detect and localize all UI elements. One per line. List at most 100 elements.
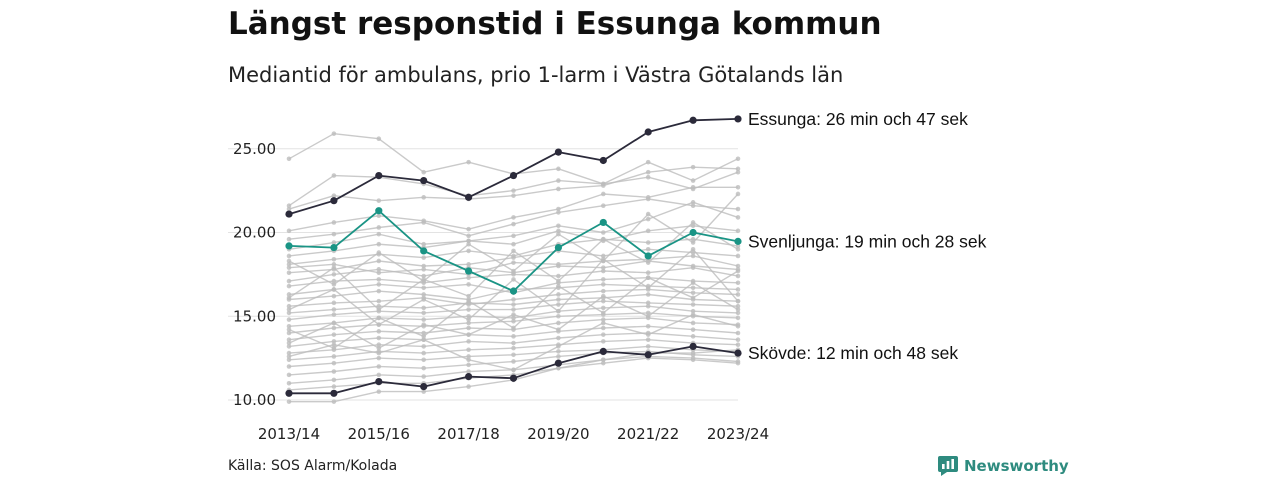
data-point bbox=[466, 313, 471, 319]
x-tick-label: 2013/14 bbox=[258, 425, 320, 443]
data-point bbox=[466, 357, 471, 363]
data-point bbox=[690, 280, 696, 286]
series-label-sk-vde: Skövde: 12 min och 48 sek bbox=[748, 343, 958, 363]
data-point bbox=[376, 307, 382, 312]
data-point bbox=[466, 226, 471, 232]
data-point bbox=[601, 317, 606, 322]
data-point bbox=[511, 241, 516, 247]
data-point bbox=[286, 236, 292, 242]
data-point-essunga bbox=[599, 156, 607, 165]
data-point bbox=[645, 344, 651, 349]
data-point bbox=[645, 159, 651, 165]
data-point bbox=[556, 228, 561, 234]
data-point bbox=[331, 307, 337, 312]
data-point bbox=[556, 335, 561, 341]
y-tick-label: 15.00 bbox=[233, 307, 276, 325]
data-point-sk-vde bbox=[509, 374, 518, 382]
data-point bbox=[376, 213, 382, 219]
data-point bbox=[601, 183, 606, 188]
data-point bbox=[421, 285, 427, 291]
data-point bbox=[601, 320, 606, 326]
data-point bbox=[601, 357, 606, 363]
data-point bbox=[645, 303, 651, 309]
data-point bbox=[421, 278, 427, 284]
x-tick-label: 2019/20 bbox=[527, 425, 589, 443]
data-point bbox=[556, 273, 561, 279]
data-point bbox=[735, 191, 741, 197]
data-point bbox=[376, 322, 382, 327]
data-point bbox=[511, 315, 516, 321]
data-point bbox=[376, 267, 382, 272]
data-point bbox=[466, 275, 471, 281]
data-point bbox=[466, 320, 471, 326]
data-point bbox=[286, 283, 292, 289]
data-point bbox=[286, 228, 292, 234]
data-point bbox=[645, 270, 651, 276]
data-point bbox=[690, 223, 696, 229]
data-point bbox=[690, 290, 696, 296]
data-point bbox=[690, 308, 696, 314]
data-point bbox=[735, 184, 741, 190]
data-point-svenljunga bbox=[465, 267, 473, 275]
data-point bbox=[511, 188, 516, 193]
data-point bbox=[645, 324, 651, 329]
data-point-svenljunga bbox=[554, 243, 563, 252]
data-point bbox=[645, 260, 651, 265]
data-point bbox=[331, 265, 337, 270]
data-point bbox=[511, 277, 516, 282]
data-point bbox=[286, 380, 292, 386]
brand-logo[interactable]: Newsworthy bbox=[938, 456, 1069, 476]
data-point bbox=[376, 270, 382, 276]
data-point-sk-vde bbox=[375, 377, 383, 386]
data-point bbox=[690, 184, 696, 190]
brand-name: Newsworthy bbox=[964, 457, 1069, 475]
data-point bbox=[376, 225, 382, 230]
data-point bbox=[466, 233, 471, 239]
data-point bbox=[511, 359, 516, 364]
data-point bbox=[376, 298, 382, 304]
background-series bbox=[286, 131, 741, 404]
y-tick-label: 25.00 bbox=[233, 140, 276, 158]
y-tick-label: 20.00 bbox=[233, 224, 276, 242]
data-point bbox=[735, 228, 741, 234]
data-point bbox=[690, 220, 696, 225]
data-point bbox=[466, 325, 471, 331]
data-point bbox=[601, 339, 606, 344]
data-point bbox=[376, 288, 382, 294]
data-point bbox=[511, 255, 516, 260]
data-point bbox=[556, 308, 561, 314]
data-point bbox=[466, 307, 471, 312]
data-point bbox=[645, 211, 651, 217]
data-point bbox=[331, 272, 337, 277]
data-point bbox=[556, 263, 561, 269]
data-point bbox=[645, 174, 651, 180]
data-point bbox=[421, 195, 427, 200]
data-point-essunga bbox=[734, 115, 742, 123]
data-point bbox=[511, 307, 516, 312]
data-point bbox=[735, 246, 741, 252]
data-point bbox=[601, 293, 606, 299]
data-point bbox=[601, 236, 606, 242]
x-axis-ticks: 2013/14 2015/16 2017/18 2019/20 2021/22 2023/… bbox=[258, 425, 769, 443]
data-point bbox=[331, 240, 337, 245]
data-point bbox=[556, 320, 561, 326]
data-point bbox=[421, 267, 427, 272]
data-point bbox=[690, 265, 696, 270]
data-point bbox=[331, 131, 337, 136]
source-note: Källa: SOS Alarm/Kolada bbox=[228, 458, 398, 474]
data-point bbox=[331, 342, 337, 348]
data-point bbox=[556, 206, 561, 212]
data-point bbox=[645, 240, 651, 245]
data-point bbox=[286, 354, 292, 359]
data-point bbox=[690, 295, 696, 301]
data-point bbox=[286, 324, 292, 329]
data-point bbox=[286, 303, 292, 309]
data-point bbox=[466, 262, 471, 267]
data-point bbox=[286, 357, 292, 363]
data-point bbox=[466, 282, 471, 287]
data-point bbox=[466, 241, 471, 247]
data-point-svenljunga bbox=[644, 252, 652, 260]
data-point bbox=[376, 303, 382, 309]
data-point-sk-vde bbox=[734, 349, 742, 357]
